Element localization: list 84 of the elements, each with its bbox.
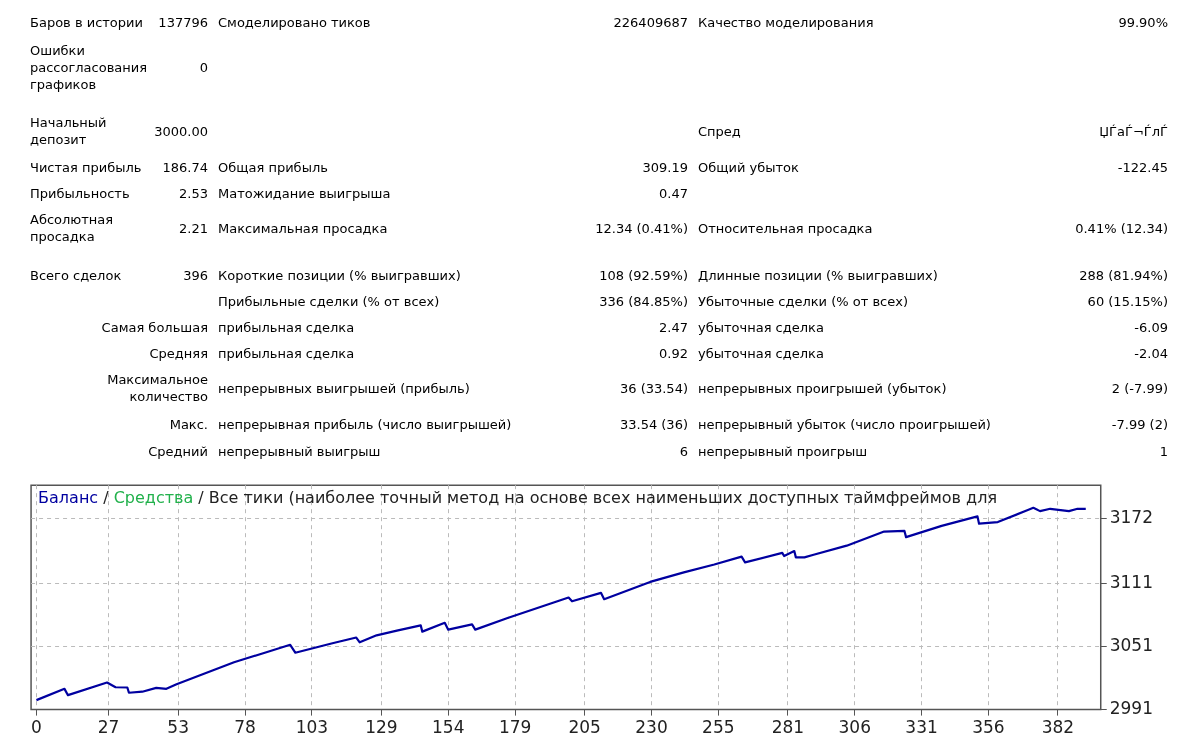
text: 288 (81.94%) (1079, 266, 1168, 284)
x-tick-label: 255 (702, 717, 735, 738)
text: 2.21 (179, 219, 208, 237)
text: 0 (199, 58, 208, 76)
text: 36 (33.54) (619, 379, 688, 397)
x-tick-label: 382 (1041, 717, 1075, 738)
x-tick-label: 179 (498, 717, 532, 738)
text: непрерывных выигрышей (прибыль) (218, 379, 470, 397)
x-tick-label: 281 (771, 717, 805, 738)
text: Качество моделирования (698, 13, 874, 31)
x-tick-label: 154 (432, 717, 465, 738)
text: 336 (84.85%) (599, 292, 688, 310)
text: 0.41% (12.34) (1075, 219, 1168, 237)
text: Короткие позиции (% выигравших) (218, 266, 461, 284)
text: -7.99 (2) (1111, 415, 1168, 433)
y-tick-label: 3051 (1109, 634, 1153, 655)
text: 60 (15.15%) (1087, 292, 1168, 310)
text: Всего сделок (30, 266, 123, 284)
x-tick-label: 0 (31, 717, 42, 738)
text: непрерывный выигрыш (218, 442, 381, 460)
text: Начальный депозит (30, 114, 108, 148)
text: 99.90% (1118, 13, 1168, 31)
text: -122.45 (1117, 158, 1168, 176)
y-tick-label: 2991 (1109, 698, 1153, 719)
text: Макс. (168, 415, 208, 433)
text: Спред (698, 122, 741, 140)
text: 33.54 (36) (619, 415, 688, 433)
text: 0.92 (659, 344, 688, 362)
x-tick-label: 78 (234, 717, 256, 738)
text: непрерывная прибыль (число выигрышей) (218, 415, 512, 433)
x-tick-label: 103 (295, 717, 329, 738)
text: Ошибки рассогласования графиков (30, 41, 149, 93)
text: Относительная просадка (698, 219, 873, 237)
text: Смоделировано тиков (218, 13, 371, 31)
text: Средняя (148, 344, 208, 362)
text: Баров в истории (30, 13, 144, 31)
y-tick-label: 3111 (1109, 571, 1153, 592)
text: Чистая прибыль (30, 158, 143, 176)
text: Прибыльные сделки (% от всех) (218, 292, 440, 310)
text: 3000.00 (154, 122, 208, 140)
x-tick-label: 306 (838, 717, 871, 738)
text: непрерывных проигрышей (убыток) (698, 379, 947, 397)
text: Максимальная просадка (218, 219, 388, 237)
text: 108 (92.59%) (599, 266, 688, 284)
text: 2.53 (179, 184, 208, 202)
x-tick-label: 230 (635, 717, 668, 738)
text: непрерывный проигрыш (698, 442, 868, 460)
text: 0.47 (659, 184, 688, 202)
text: Длинные позиции (% выигравших) (698, 266, 938, 284)
chart-title: Баланс / Средства / Все тики (наиболее точный метод на основе всех наименьших доступных таймфреймов для (38, 488, 998, 508)
text: 137796 (158, 13, 208, 31)
text: 309.19 (642, 158, 688, 176)
text: 226409687 (613, 13, 688, 31)
text: 12.34 (0.41%) (595, 219, 688, 237)
text: убыточная сделка (698, 344, 824, 362)
text: Матожидание выигрыша (218, 184, 391, 202)
x-tick-label: 205 (568, 717, 601, 738)
text: Общая прибыль (218, 158, 328, 176)
text: 396 (183, 266, 208, 284)
x-tick-label: 53 (167, 717, 189, 738)
text: -6.09 (1134, 318, 1168, 336)
text: Общий убыток (698, 158, 799, 176)
text: Максимальное количество (106, 371, 208, 405)
text: Средний (147, 442, 208, 460)
text: Прибыльность (30, 184, 131, 202)
text: 2.47 (659, 318, 688, 336)
x-tick-label: 129 (365, 717, 398, 738)
text: прибыльная сделка (218, 344, 355, 362)
text: -2.04 (1134, 344, 1168, 362)
text: ЏЃаЃ¬ЃлЃ (1099, 122, 1168, 140)
x-tick-label: 27 (97, 717, 120, 738)
x-tick-label: 356 (972, 717, 1005, 738)
text: непрерывный убыток (число проигрышей) (698, 415, 991, 433)
text: убыточная сделка (698, 318, 824, 336)
x-tick-label: 331 (905, 717, 938, 738)
text: Самая большая (100, 318, 208, 336)
text: 186.74 (162, 158, 208, 176)
text: Абсолютная просадка (30, 211, 115, 245)
text: 6 (679, 442, 688, 460)
text: Убыточные сделки (% от всех) (698, 292, 908, 310)
text: 2 (-7.99) (1111, 379, 1168, 397)
y-tick-label: 3172 (1109, 507, 1153, 528)
text: прибыльная сделка (218, 318, 355, 336)
text: 1 (1159, 442, 1168, 460)
